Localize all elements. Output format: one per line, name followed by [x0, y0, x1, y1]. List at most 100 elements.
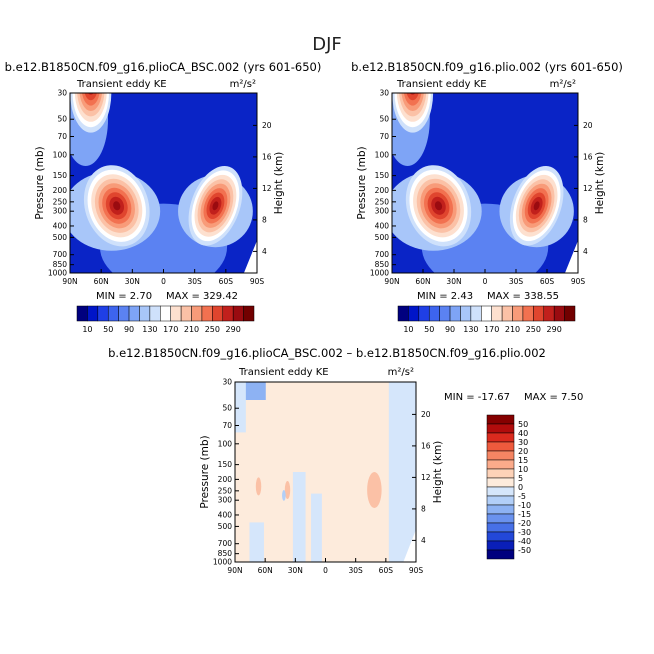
colorbar-swatch — [160, 305, 171, 322]
colorbar-swatch — [212, 305, 224, 322]
colorbar-swatch — [449, 305, 461, 322]
colorbar-label: 30 — [518, 438, 528, 447]
panel-1-title: b.e12.B1850CN.f09_g16.plioCA_BSC.002 (yr… — [5, 60, 322, 74]
y-right-tick-label: 20 — [421, 410, 431, 419]
y-tick-label: 850 — [53, 260, 68, 269]
field-contour-0 — [84, 93, 97, 101]
colorbar-label: 50 — [518, 420, 528, 429]
colorbar-swatch — [553, 305, 565, 322]
colorbar-label: 40 — [518, 429, 528, 438]
x-tick-label: 90N — [384, 277, 399, 286]
y-tick-label: 100 — [375, 150, 390, 159]
colorbar-swatch — [180, 305, 192, 322]
colorbar-swatch — [486, 423, 515, 434]
y-right-tick-label: 12 — [583, 184, 593, 193]
colorbar-panel-2: 10 50 90 130 170 210 250 290 — [397, 305, 576, 334]
colorbar-label: 170 — [484, 325, 499, 334]
y-tick-label: 200 — [218, 475, 233, 484]
colorbar-label: 20 — [518, 447, 528, 456]
colorbar-label: -5 — [518, 492, 526, 501]
x-tick-label: 60N — [258, 566, 273, 575]
colorbar-swatch — [243, 305, 255, 322]
y-tick-label: 30 — [379, 89, 389, 98]
y-right-tick-label: 20 — [583, 121, 593, 130]
colorbar-label: 210 — [184, 325, 199, 334]
colorbar-label: 50 — [103, 325, 113, 334]
panel-3-max-label: MAX = 7.50 — [524, 392, 583, 403]
panel-2-min-label: MIN = 2.43 — [417, 291, 473, 302]
y-tick-label: 30 — [57, 89, 67, 98]
colorbar-label: -40 — [518, 537, 531, 546]
x-tick-label: 60N — [415, 277, 430, 286]
y-axis-label: Pressure (mb) — [356, 146, 368, 219]
colorbar-label: 290 — [226, 325, 241, 334]
colorbar-swatch — [428, 305, 440, 322]
panel-1-max-label: MAX = 329.42 — [166, 291, 238, 302]
colorbar-swatch — [76, 305, 88, 322]
colorbar-label: 250 — [205, 325, 220, 334]
y-tick-label: 300 — [218, 496, 233, 505]
colorbar-swatch — [149, 305, 161, 322]
colorbar-swatch — [486, 441, 515, 452]
colorbar-label: 0 — [518, 483, 523, 492]
field-band — [292, 472, 306, 562]
colorbar-label: 5 — [518, 474, 523, 483]
colorbar-label: 90 — [124, 325, 134, 334]
colorbar-swatch — [397, 305, 409, 322]
colorbar-swatch — [87, 305, 99, 322]
panel-2-variable: Transient eddy KE — [396, 79, 487, 90]
y-tick-label: 700 — [218, 539, 233, 548]
y-tick-label: 500 — [53, 233, 68, 242]
colorbar-label: -30 — [518, 528, 531, 537]
y-tick-label: 300 — [53, 207, 68, 216]
field-band — [235, 382, 246, 433]
colorbar-swatch — [512, 305, 524, 322]
y-tick-label: 700 — [375, 250, 390, 259]
x-tick-label: 90N — [62, 277, 77, 286]
colorbar-swatch — [486, 495, 515, 506]
colorbar-label: -50 — [518, 546, 531, 555]
y-tick-label: 850 — [375, 260, 390, 269]
y-right-tick-label: 16 — [421, 441, 431, 450]
field-contour-1 — [434, 201, 443, 211]
colorbar-label: 210 — [505, 325, 520, 334]
colorbar-label: 10 — [403, 325, 413, 334]
panel-3-variable: Transient eddy KE — [238, 367, 329, 378]
panel-1-variable: Transient eddy KE — [76, 79, 167, 90]
y-tick-label: 300 — [375, 207, 390, 216]
colorbar-swatch — [118, 305, 130, 322]
y-tick-label: 150 — [53, 171, 68, 180]
colorbar-swatch — [486, 540, 515, 551]
colorbar-swatch — [486, 513, 515, 524]
field-contour-0 — [406, 93, 419, 101]
x-tick-label: 90S — [250, 277, 265, 286]
colorbar-swatch — [486, 504, 515, 515]
colorbar-swatch — [486, 414, 515, 425]
y-tick-label: 700 — [53, 250, 68, 259]
colorbar-swatch — [408, 305, 420, 322]
panel-1: b.e12.B1850CN.f09_g16.plioCA_BSC.002 (yr… — [5, 60, 322, 302]
field-anomaly — [284, 481, 291, 499]
colorbar-swatch — [501, 305, 513, 322]
y-tick-label: 250 — [218, 486, 233, 495]
panel-3-title: b.e12.B1850CN.f09_g16.plioCA_BSC.002 – b… — [108, 346, 546, 360]
colorbar-label: 90 — [445, 325, 455, 334]
y-tick-label: 150 — [218, 460, 233, 469]
y-right-tick-label: 16 — [583, 152, 593, 161]
x-tick-label: 60S — [540, 277, 555, 286]
colorbar-swatch — [439, 305, 451, 322]
x-tick-label: 90N — [227, 566, 242, 575]
y-tick-label: 1000 — [370, 269, 389, 278]
colorbar-panel-1: 10 50 90 130 170 210 250 290 — [76, 305, 255, 334]
y-right-axis-label: Height (km) — [273, 152, 285, 215]
colorbar-label: 10 — [82, 325, 92, 334]
colorbar-label: -20 — [518, 519, 531, 528]
panel-2: b.e12.B1850CN.f09_g16.plio.002 (yrs 601-… — [351, 60, 623, 302]
x-tick-label: 60N — [94, 277, 109, 286]
colorbar-swatch — [486, 468, 515, 479]
colorbar-swatch — [232, 305, 244, 322]
x-tick-label: 30N — [446, 277, 461, 286]
panel-2-units: m²/s² — [550, 79, 576, 90]
topography-mask — [564, 240, 578, 273]
y-tick-label: 1000 — [48, 269, 67, 278]
